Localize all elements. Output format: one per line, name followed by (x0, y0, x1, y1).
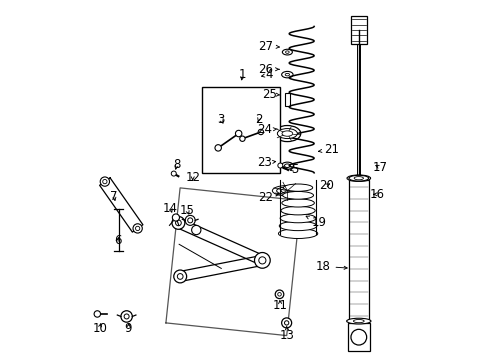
Circle shape (239, 136, 244, 141)
Circle shape (135, 226, 140, 230)
Circle shape (187, 218, 192, 223)
Text: 16: 16 (368, 188, 384, 201)
Text: 4: 4 (261, 68, 273, 81)
Bar (201, 87, 280, 173)
Circle shape (254, 252, 270, 268)
Text: 19: 19 (305, 216, 326, 229)
Ellipse shape (282, 192, 313, 199)
Circle shape (258, 257, 265, 264)
Ellipse shape (282, 49, 292, 55)
Ellipse shape (353, 177, 363, 180)
Ellipse shape (278, 229, 317, 238)
Text: 21: 21 (318, 143, 339, 156)
Circle shape (281, 318, 291, 328)
Circle shape (284, 321, 288, 325)
Ellipse shape (281, 162, 293, 169)
Bar (348, 180, 368, 323)
Ellipse shape (346, 318, 370, 324)
Ellipse shape (281, 199, 314, 207)
Ellipse shape (277, 129, 297, 139)
Text: 11: 11 (272, 298, 287, 311)
Ellipse shape (279, 221, 316, 231)
Ellipse shape (284, 164, 290, 167)
Text: 13: 13 (279, 326, 294, 342)
Polygon shape (165, 188, 300, 336)
Circle shape (185, 215, 195, 225)
Text: 5: 5 (289, 163, 298, 176)
Text: 9: 9 (124, 322, 132, 335)
Circle shape (350, 329, 366, 345)
Circle shape (191, 225, 201, 235)
Ellipse shape (281, 189, 293, 193)
Circle shape (172, 216, 184, 229)
Text: 18: 18 (315, 260, 346, 273)
Bar (357, 30, 360, 180)
Circle shape (175, 220, 181, 226)
Circle shape (177, 274, 183, 279)
Text: 12: 12 (185, 171, 200, 184)
Text: 22: 22 (258, 192, 278, 204)
Circle shape (100, 177, 109, 186)
Text: 23: 23 (256, 156, 275, 169)
Text: 10: 10 (92, 322, 107, 335)
Ellipse shape (346, 175, 370, 181)
Ellipse shape (348, 175, 368, 181)
Circle shape (275, 290, 283, 298)
Ellipse shape (281, 71, 292, 78)
Text: 7: 7 (110, 190, 118, 203)
Circle shape (121, 311, 132, 322)
Circle shape (215, 145, 221, 151)
Text: 27: 27 (258, 40, 279, 53)
Circle shape (173, 270, 186, 283)
Bar (284, 93, 290, 106)
Ellipse shape (272, 185, 302, 196)
Ellipse shape (280, 214, 315, 223)
Text: 24: 24 (256, 123, 277, 136)
Circle shape (133, 224, 142, 233)
Circle shape (258, 129, 263, 135)
Text: 14: 14 (163, 202, 178, 215)
Text: 1: 1 (239, 68, 246, 81)
Circle shape (277, 293, 281, 296)
Circle shape (171, 171, 176, 176)
Bar (347, 323, 369, 351)
Circle shape (235, 130, 242, 137)
Circle shape (94, 311, 101, 317)
Ellipse shape (353, 319, 364, 323)
Text: 3: 3 (217, 113, 224, 126)
Circle shape (172, 214, 179, 221)
Circle shape (277, 163, 282, 168)
Ellipse shape (283, 184, 312, 191)
Text: 8: 8 (173, 158, 180, 171)
Ellipse shape (276, 187, 298, 194)
Bar (350, 16, 366, 44)
Polygon shape (176, 218, 264, 265)
Ellipse shape (273, 126, 300, 141)
Polygon shape (179, 256, 263, 282)
Circle shape (124, 314, 129, 319)
Polygon shape (100, 178, 142, 232)
Ellipse shape (282, 131, 292, 136)
Ellipse shape (281, 206, 315, 215)
Circle shape (102, 179, 107, 184)
Text: 26: 26 (258, 63, 279, 76)
Text: 6: 6 (114, 234, 121, 247)
Ellipse shape (285, 51, 288, 53)
Text: 20: 20 (319, 179, 333, 192)
Text: 2: 2 (255, 113, 262, 126)
Text: 15: 15 (180, 204, 194, 217)
Text: 17: 17 (372, 161, 387, 174)
Ellipse shape (285, 73, 289, 76)
Text: 25: 25 (262, 88, 279, 101)
